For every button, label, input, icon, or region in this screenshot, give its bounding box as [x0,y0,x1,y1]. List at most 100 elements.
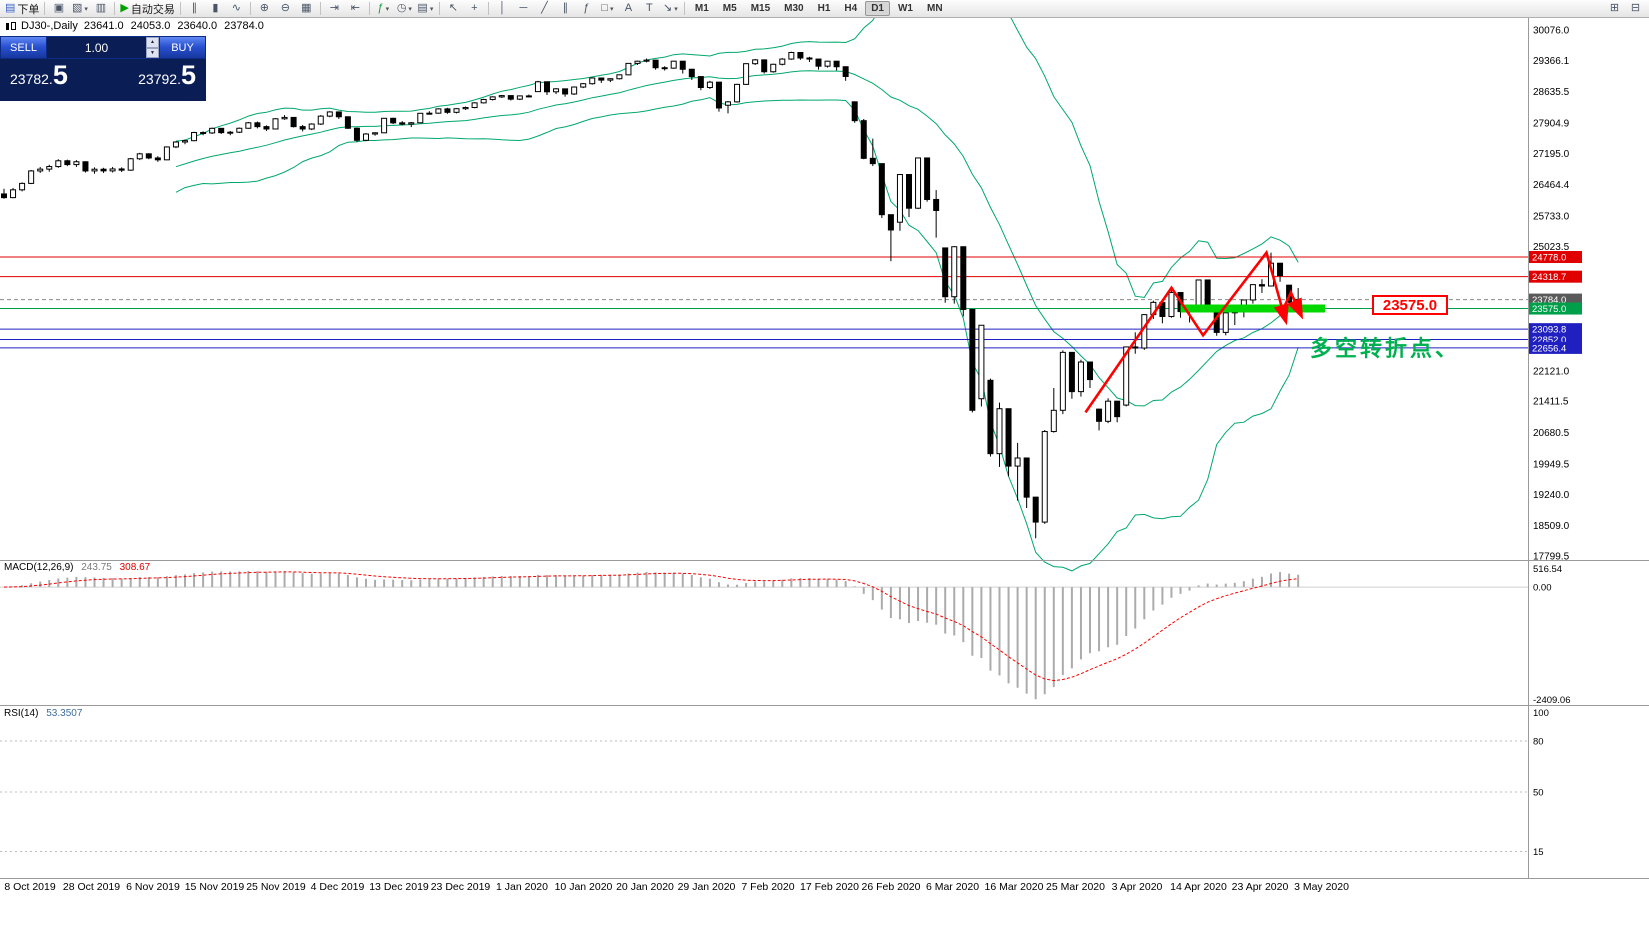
svg-text:25 Nov 2019: 25 Nov 2019 [246,881,306,893]
quote-prices: 23782. 5 23792. 5 [0,59,206,101]
timeframe-w1-button[interactable]: W1 [897,3,913,14]
autotrading-button[interactable]: ▶ 自动交易 [118,1,176,16]
timeframe-m5-button[interactable]: M5 [722,3,737,14]
svg-text:29 Jan 2020: 29 Jan 2020 [678,881,736,893]
timeframe-m30-button[interactable]: M30 [784,3,804,14]
macd-main-value: 243.75 [81,562,112,573]
volume-up-button[interactable]: ▲ [146,37,159,48]
templates-button[interactable]: ▤ ▾ [415,1,436,16]
svg-text:4 Dec 2019: 4 Dec 2019 [311,881,365,893]
crosshair-button[interactable]: + [464,1,485,16]
chart-window-button[interactable]: ▣ [48,1,69,16]
rsi-value: 53.3507 [46,708,83,719]
vertical-line-button[interactable]: │ [492,1,513,16]
buy-button[interactable]: BUY [159,36,206,59]
svg-text:29366.1: 29366.1 [1533,56,1570,67]
svg-text:25 Mar 2020: 25 Mar 2020 [1046,881,1105,893]
ohlc-open: 23641.0 [83,20,124,32]
svg-text:7 Feb 2020: 7 Feb 2020 [741,881,794,893]
volume-value[interactable]: 1.00 [84,40,109,55]
new-order-button[interactable]: ▤ 下单 [3,1,41,16]
svg-text:3 Apr 2020: 3 Apr 2020 [1112,881,1163,893]
svg-text:0.00: 0.00 [1533,583,1552,594]
shapes-button[interactable]: □ ▾ [597,1,618,16]
terminal-window-icon: ▥ [95,2,107,14]
ohlc-high: 24053.0 [130,20,171,32]
help-button[interactable]: ⊟ [1625,1,1646,16]
chart-symbol-label: DJ30-,Daily [21,20,78,32]
indicators-button[interactable]: ƒ ▾ [373,1,394,16]
trendline-button[interactable]: ╱ [534,1,555,16]
svg-text:22852.0: 22852.0 [1532,335,1566,346]
timeframe-d1-button[interactable]: D1 [865,1,890,16]
fibonacci-button[interactable]: ƒ [576,1,597,16]
terminal-window-button[interactable]: ▥ [90,1,111,16]
rsi-name: RSI(14) [4,708,39,719]
text-label-button[interactable]: T [639,1,660,16]
volume-field[interactable]: 1.00 ▲ ▼ [47,36,159,59]
new-order-icon: ▤ [5,2,16,14]
svg-text:27195.0: 27195.0 [1533,149,1570,160]
toolbar-separator [487,2,489,15]
price-callout[interactable]: 23575.0 [1372,295,1448,315]
crosshair-icon: + [471,2,478,14]
cursor-button[interactable]: ↖ [443,1,464,16]
candlestick-mini-icon [5,21,16,31]
svg-text:14 Apr 2020: 14 Apr 2020 [1170,881,1227,893]
chart-shift-icon: ⇤ [350,2,360,14]
svg-text:22121.0: 22121.0 [1533,366,1570,377]
fibonacci-icon: ƒ [583,2,590,14]
bar-chart-icon: ∥ [191,2,198,14]
text-label-icon: T [646,2,653,14]
svg-text:3 May 2020: 3 May 2020 [1294,881,1349,893]
arrows-button[interactable]: ↘ ▾ [660,1,681,16]
turning-point-text[interactable]: 多空转折点、 [1310,336,1461,361]
tile-windows-button[interactable]: ▦ [296,1,317,16]
profiles-caret-icon: ▾ [84,5,88,13]
indicators-icon: ƒ [377,2,384,14]
volume-down-button[interactable]: ▼ [146,47,159,58]
zoom-out-button[interactable]: ⊖ [275,1,296,16]
tile-windows-icon: ▦ [301,2,312,14]
timeframe-m15-button[interactable]: M15 [750,3,771,14]
sell-button[interactable]: SELL [0,36,47,59]
candlestick-chart-button[interactable]: ▮ [205,1,226,16]
line-chart-button[interactable]: ∿ [226,1,247,16]
horizontal-line-button[interactable]: ─ [513,1,534,16]
candlestick-chart-icon: ▮ [212,2,219,14]
rsi-label: RSI(14) 53.3507 [4,708,82,719]
svg-text:13 Dec 2019: 13 Dec 2019 [369,881,429,893]
shapes-caret-icon: ▾ [609,5,614,13]
svg-text:6 Nov 2019: 6 Nov 2019 [126,881,180,893]
periods-button[interactable]: ◷ ▾ [394,1,415,16]
svg-text:24318.7: 24318.7 [1532,272,1566,283]
timeframe-h1-button[interactable]: H1 [817,3,831,14]
timeframe-h4-button[interactable]: H4 [844,3,858,14]
zoom-in-button[interactable]: ⊕ [254,1,275,16]
svg-text:25733.0: 25733.0 [1533,212,1570,223]
zoom-out-icon: ⊖ [280,2,290,14]
docking-button[interactable]: ⊞ [1604,1,1625,16]
auto-scroll-button[interactable]: ⇥ [324,1,345,16]
chart-shift-button[interactable]: ⇤ [345,1,366,16]
sell-price: 23782. 5 [10,60,68,90]
text-button[interactable]: A [618,1,639,16]
toolbar-separator [438,2,440,15]
equidistant-channel-button[interactable]: ∥ [555,1,576,16]
zoom-in-icon: ⊕ [259,2,269,14]
timeframe-mn-button[interactable]: MN [926,3,943,14]
toolbar-separator [44,2,46,15]
svg-text:24778.0: 24778.0 [1532,253,1566,264]
timeframe-m1-button[interactable]: M1 [694,3,709,14]
toolbar-separator [683,2,685,15]
svg-text:6 Mar 2020: 6 Mar 2020 [926,881,979,893]
macd-signal-value: 308.67 [119,562,151,573]
svg-text:20 Jan 2020: 20 Jan 2020 [616,881,674,893]
profiles-button[interactable]: ▧ ▾ [69,1,90,16]
autotrading-label: 自动交易 [130,3,175,16]
svg-text:19240.0: 19240.0 [1533,490,1570,501]
svg-text:80: 80 [1533,737,1544,748]
svg-text:15 Nov 2019: 15 Nov 2019 [185,881,245,893]
bar-chart-button[interactable]: ∥ [184,1,205,16]
